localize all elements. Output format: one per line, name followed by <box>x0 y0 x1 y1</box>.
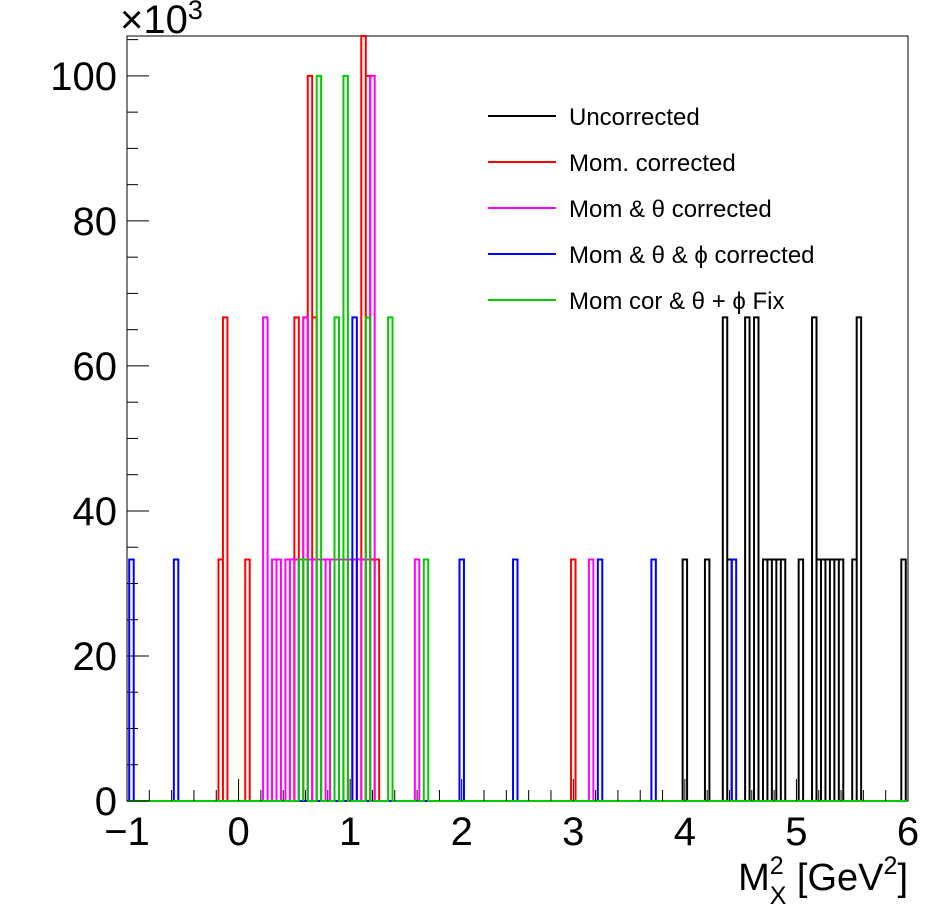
x-tick-label: 3 <box>562 810 584 854</box>
x-axis-title: M2 X [GeV2] <box>738 852 908 910</box>
x-tick-label: 6 <box>897 810 919 854</box>
y-tick-label: 100 <box>50 55 117 99</box>
svg-text:M2X [GeV2]: M2 X [GeV2] <box>738 852 908 910</box>
x-tick-label: 5 <box>785 810 807 854</box>
x-title-sub: X <box>770 882 787 910</box>
series-line-1 <box>127 316 908 802</box>
legend: Uncorrected Mom. corrected Mom & θ correct… <box>488 104 815 315</box>
x-title-unit-sup: 2 <box>884 852 898 880</box>
x-tick-label: 2 <box>451 810 473 854</box>
legend-label-5: Mom cor & θ + ϕ Fix <box>569 288 784 315</box>
y-tick-label: 60 <box>73 345 118 389</box>
x-title-main: M <box>738 857 770 899</box>
y-tick-label: 80 <box>73 200 118 244</box>
y-multiplier: ×103 <box>120 0 203 42</box>
x-title-unit-open: [GeV <box>786 857 884 899</box>
legend-label-4: Mom & θ & ϕ corrected <box>569 242 815 269</box>
y-tick-label: 0 <box>95 780 117 824</box>
series-line-3 <box>127 74 908 802</box>
x-title-unit-close: ] <box>897 857 908 899</box>
svg-text:×103: ×103 <box>120 0 203 42</box>
x-tick-label: 0 <box>227 810 249 854</box>
legend-label-1: Uncorrected <box>569 104 700 131</box>
legend-label-3: Mom & θ corrected <box>569 196 772 223</box>
series-line-4 <box>127 316 908 802</box>
x-tick-label: 1 <box>339 810 361 854</box>
legend-label-2: Mom. corrected <box>569 150 736 177</box>
y-tick-label: 20 <box>73 635 118 679</box>
series-layer <box>127 35 908 802</box>
series-line-5 <box>127 74 908 802</box>
x-tick-label: 4 <box>674 810 696 854</box>
x-tick-label: −1 <box>104 810 150 854</box>
y-multiplier-exp: 3 <box>188 0 203 25</box>
y-multiplier-base: ×10 <box>120 0 188 42</box>
y-tick-label: 40 <box>73 490 118 534</box>
x-title-sup: 2 <box>770 852 784 880</box>
